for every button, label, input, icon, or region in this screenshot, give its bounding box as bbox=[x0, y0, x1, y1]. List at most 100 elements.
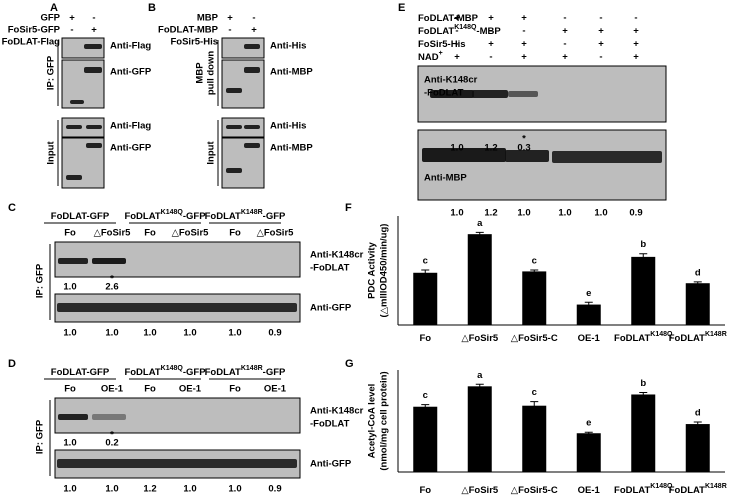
quantification: 0.9 bbox=[268, 484, 281, 495]
quantification: 1.0 bbox=[63, 282, 76, 293]
bar bbox=[576, 304, 601, 325]
blot-label: -FoDLAT bbox=[424, 88, 464, 99]
text-part: △FoSir5-C bbox=[511, 485, 558, 496]
panel-label: B bbox=[148, 2, 156, 14]
panel-label: D bbox=[8, 358, 16, 370]
sign: - bbox=[70, 25, 73, 36]
error-bar bbox=[421, 404, 430, 409]
group-label: FoDLATK148R-GFP bbox=[205, 365, 286, 377]
x-tick-label: FoDLATK148Q bbox=[614, 331, 673, 343]
row-label: FoSir5-GFP bbox=[8, 25, 61, 36]
error-bar bbox=[639, 253, 648, 261]
text-part: K148Q bbox=[650, 331, 673, 338]
text-part: + bbox=[439, 50, 443, 57]
quantification: 1.0 bbox=[558, 208, 571, 219]
sign: + bbox=[488, 39, 494, 50]
quantification: 1.2 bbox=[484, 143, 497, 154]
quantification: 1.0 bbox=[105, 328, 118, 339]
lane-label: △FoSir5 bbox=[94, 228, 132, 239]
blot-label: Anti-His bbox=[270, 41, 306, 52]
row-label: FoDLATK148Q-MBP bbox=[418, 24, 501, 36]
significance-letter: e bbox=[586, 418, 591, 429]
x-tick-label: △FoSir5 bbox=[461, 485, 499, 496]
lane-label: Fo bbox=[64, 384, 76, 395]
blot-band bbox=[58, 414, 88, 420]
text-part: FoDLAT bbox=[614, 333, 650, 344]
group-label: FoDLATK148R-GFP bbox=[205, 209, 286, 221]
significance-letter: c bbox=[532, 256, 537, 267]
quantification: 1.2 bbox=[484, 208, 497, 219]
error-bar bbox=[475, 231, 484, 236]
blot-image bbox=[61, 37, 105, 59]
lane-label: Fo bbox=[64, 228, 76, 239]
side-label: IP: GFP bbox=[46, 55, 57, 90]
blot-label: Anti-K148cr bbox=[310, 406, 364, 417]
x-tick-label: Fo bbox=[419, 485, 431, 496]
lane-label: △FoSir5 bbox=[172, 228, 210, 239]
error-bar bbox=[584, 431, 593, 435]
panel-label: F bbox=[345, 202, 352, 214]
group-label: FoDLAT-GFP bbox=[51, 211, 110, 222]
text-part: -GFP bbox=[263, 211, 286, 222]
row-label: MBP bbox=[197, 13, 219, 24]
side-label: Input bbox=[46, 141, 57, 165]
bar bbox=[467, 234, 492, 325]
quantification: 1.0 bbox=[105, 484, 118, 495]
sign: + bbox=[521, 39, 527, 50]
text-part: K148R bbox=[705, 483, 727, 490]
quantification: 1.0 bbox=[63, 328, 76, 339]
x-tick-label: △FoSir5-C bbox=[511, 485, 558, 496]
x-tick-label: FoDLATK148Q bbox=[614, 483, 673, 495]
lane-label: OE-1 bbox=[179, 384, 202, 395]
text-part: FoDLAT bbox=[669, 333, 705, 344]
sign: - bbox=[455, 26, 458, 37]
significance-letter: b bbox=[640, 239, 646, 250]
significance-letter: b bbox=[640, 378, 646, 389]
text-part: FoDLAT bbox=[124, 211, 160, 222]
text-part: OE-1 bbox=[578, 333, 601, 344]
blot-band bbox=[84, 67, 102, 73]
blot-band bbox=[226, 125, 242, 129]
text-part: △FoSir5 bbox=[461, 485, 499, 496]
group-label: FoDLATK148Q-GFP bbox=[124, 209, 206, 221]
panel-label: E bbox=[398, 2, 405, 14]
text-part: K148Q bbox=[161, 209, 184, 216]
blot-image bbox=[417, 129, 667, 201]
bar bbox=[685, 424, 710, 472]
text-part: K148Q bbox=[161, 365, 184, 372]
lane-label: OE-1 bbox=[101, 384, 124, 395]
sign: + bbox=[633, 26, 639, 37]
bar bbox=[413, 272, 438, 325]
significance-letter: d bbox=[695, 267, 701, 278]
quantification: 1.0 bbox=[450, 143, 463, 154]
lane-label: OE-1 bbox=[264, 384, 287, 395]
bar bbox=[685, 283, 710, 325]
significance-letter: c bbox=[423, 256, 428, 267]
blot-label: Anti-GFP bbox=[310, 303, 352, 314]
blot-label: Anti-MBP bbox=[270, 143, 313, 154]
row-label: FoSir5-His bbox=[418, 39, 466, 50]
blot-band bbox=[244, 67, 260, 73]
x-tick-label: OE-1 bbox=[578, 333, 601, 344]
sign: - bbox=[563, 39, 566, 50]
blot-label: Anti-Flag bbox=[110, 41, 151, 52]
blot-band bbox=[226, 88, 242, 93]
blot-label: Anti-K148cr bbox=[310, 250, 364, 261]
significance-star: * bbox=[110, 274, 114, 285]
text-part: K148R bbox=[705, 331, 727, 338]
x-tick-label: △FoSir5 bbox=[461, 333, 499, 344]
lane-label: Fo bbox=[229, 384, 241, 395]
text-part: FoDLAT bbox=[614, 485, 650, 496]
sign: + bbox=[69, 13, 75, 24]
bar bbox=[631, 256, 656, 325]
blot-image bbox=[221, 117, 265, 138]
blot-band bbox=[430, 90, 474, 98]
quantification: 0.3 bbox=[517, 143, 530, 154]
side-label: Acetyl-CoA level bbox=[367, 384, 378, 459]
sign: + bbox=[91, 25, 97, 36]
blot-band bbox=[422, 148, 506, 162]
sign: - bbox=[252, 13, 255, 24]
text-part: -GFP bbox=[263, 367, 286, 378]
side-label: MBP bbox=[195, 62, 206, 84]
